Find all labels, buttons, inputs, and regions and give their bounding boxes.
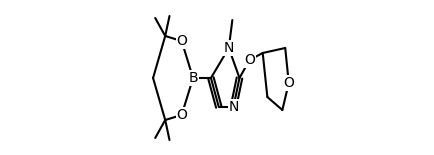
Text: N: N: [224, 41, 234, 55]
Text: O: O: [176, 34, 187, 48]
Text: B: B: [188, 71, 198, 85]
Text: N: N: [228, 100, 239, 114]
Text: O: O: [176, 108, 187, 122]
Text: O: O: [244, 53, 255, 67]
Text: O: O: [283, 76, 294, 90]
